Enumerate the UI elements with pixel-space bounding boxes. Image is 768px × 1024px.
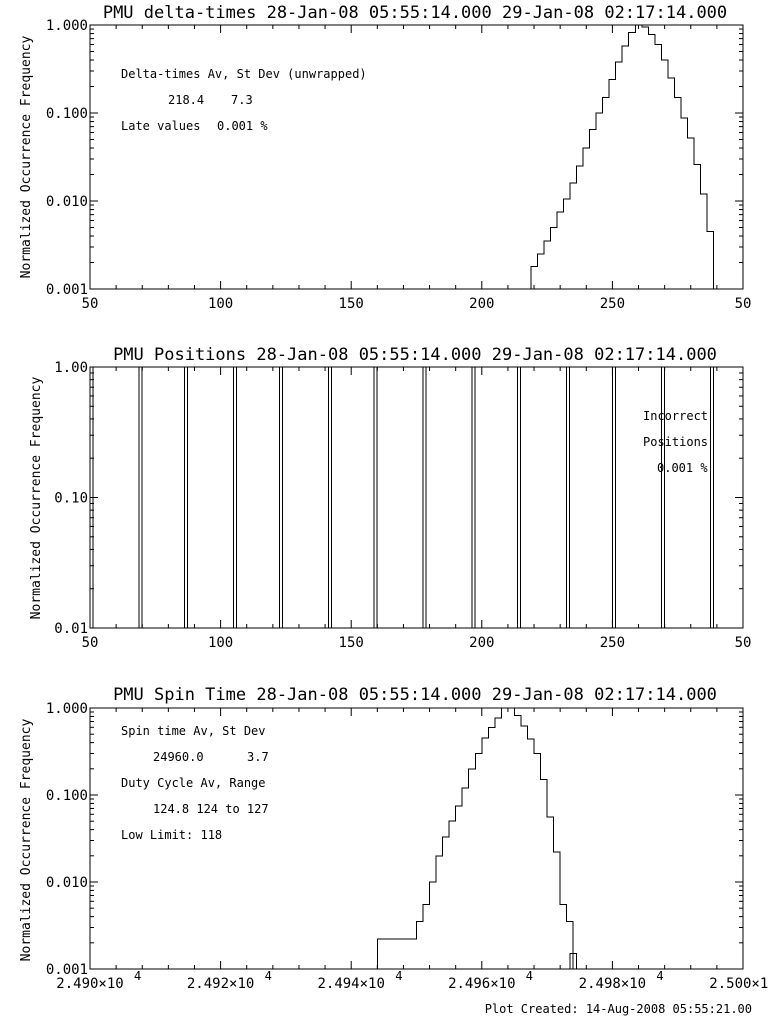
spin-time-panel: PMU Spin Time 28-Jan-08 05:55:14.000 29-… xyxy=(19,685,768,992)
x-tick-exponent: 4 xyxy=(526,969,533,983)
positions-ylabel: Normalized Occurrence Frequency xyxy=(29,377,44,620)
x-tick-label: 2.500×10 xyxy=(709,976,768,992)
histogram-series xyxy=(530,24,715,289)
x-tick-label: 50 xyxy=(82,635,99,651)
positions-marks xyxy=(89,366,744,629)
x-tick-label: 2.496×10 xyxy=(448,976,515,992)
x-tick-exponent: 4 xyxy=(656,969,663,983)
x-tick-label: 100 xyxy=(208,635,233,651)
spin-time-ylabel: Normalized Occurrence Frequency xyxy=(19,719,34,962)
duty-cycle-values: 124.8 124 to 127 xyxy=(153,802,269,816)
x-tick-label: 2.494×10 xyxy=(317,976,384,992)
position-bar xyxy=(138,366,143,628)
position-bar xyxy=(327,366,332,628)
x-tick-label: 200 xyxy=(469,296,494,312)
x-tick-label: 2.490×10 xyxy=(56,976,123,992)
spin-stdev: 3.7 xyxy=(247,750,269,764)
y-tick-label: 0.001 xyxy=(46,962,88,978)
x-tick-label: 50 xyxy=(82,296,99,312)
position-bar xyxy=(233,366,238,628)
position-bar xyxy=(517,366,522,628)
spin-average: 24960.0 xyxy=(153,750,204,764)
histogram-series xyxy=(376,707,574,969)
spin-time-ticks: 2.490×10 4 2.492×10 4 2.494×10 4 2.496×10 4 2.49… xyxy=(46,701,768,992)
x-tick-label: 2.498×10 xyxy=(579,976,646,992)
x-tick-label: 250 xyxy=(600,635,625,651)
position-bar xyxy=(566,366,571,628)
x-tick-label: 100 xyxy=(208,296,233,312)
y-tick-label: 1.000 xyxy=(46,701,88,717)
position-bar xyxy=(709,366,714,628)
position-bar xyxy=(422,366,427,628)
delta-times-title: PMU delta-times 28-Jan-08 05:55:14.000 2… xyxy=(103,3,727,23)
x-tick-exponent: 4 xyxy=(265,969,272,983)
low-limit: Low Limit: 118 xyxy=(121,828,222,842)
x-tick-label: 250 xyxy=(600,296,625,312)
position-bar xyxy=(471,366,476,628)
x-tick-label: 50 xyxy=(735,296,752,312)
position-bar xyxy=(660,366,665,628)
delta-times-average: 218.4 xyxy=(168,93,204,107)
y-tick-label: 0.001 xyxy=(46,282,88,298)
x-tick-label: 50 xyxy=(735,635,752,651)
x-tick-exponent: 4 xyxy=(134,969,141,983)
plot-frame xyxy=(89,24,744,290)
y-tick-label: 0.010 xyxy=(46,875,88,891)
position-bar xyxy=(278,366,283,628)
x-tick-label: 150 xyxy=(339,296,364,312)
positions-title: PMU Positions 28-Jan-08 05:55:14.000 29-… xyxy=(113,345,717,365)
delta-times-marks xyxy=(89,24,744,290)
delta-times-stats-label: Delta-times Av, St Dev (unwrapped) xyxy=(121,67,367,81)
x-tick-label: 2.492×10 xyxy=(187,976,254,992)
plot-frame xyxy=(89,707,744,970)
position-bar xyxy=(611,366,616,628)
position-bar xyxy=(184,366,189,628)
x-tick-label: 150 xyxy=(339,635,364,651)
duty-cycle-label: Duty Cycle Av, Range xyxy=(121,776,266,790)
spin-stats-label: Spin time Av, St Dev xyxy=(121,724,266,738)
y-tick-label: 0.10 xyxy=(54,491,88,507)
y-tick-label: 0.100 xyxy=(46,788,88,804)
y-tick-label: 1.000 xyxy=(46,18,88,34)
positions-panel: PMU Positions 28-Jan-08 05:55:14.000 29-… xyxy=(29,345,751,651)
incorrect-label: Incorrect xyxy=(643,409,708,423)
position-bar xyxy=(373,366,378,628)
delta-times-ylabel: Normalized Occurrence Frequency xyxy=(19,36,34,279)
y-tick-label: 0.010 xyxy=(46,194,88,210)
isolated-bin xyxy=(569,953,577,969)
delta-times-stdev: 7.3 xyxy=(231,93,253,107)
x-tick-exponent: 4 xyxy=(395,969,402,983)
y-tick-label: 1.00 xyxy=(54,360,88,376)
incorrect-percent: 0.001 % xyxy=(657,461,708,475)
delta-times-panel: PMU delta-times 28-Jan-08 05:55:14.000 2… xyxy=(19,3,752,312)
spin-time-title: PMU Spin Time 28-Jan-08 05:55:14.000 29-… xyxy=(113,685,717,705)
x-tick-label: 200 xyxy=(469,635,494,651)
y-tick-label: 0.100 xyxy=(46,106,88,122)
y-tick-label: 0.01 xyxy=(54,621,88,637)
positions-ticks: 50 100 150 200 250 500.010.101.00 xyxy=(54,360,751,651)
late-values-label: Late values xyxy=(121,119,200,133)
positions-label: Positions xyxy=(643,435,708,449)
late-values-percent: 0.001 % xyxy=(217,119,268,133)
plot-created-footer: Plot Created: 14-Aug-2008 05:55:21.00 xyxy=(485,1002,752,1016)
spin-time-marks xyxy=(89,707,744,970)
